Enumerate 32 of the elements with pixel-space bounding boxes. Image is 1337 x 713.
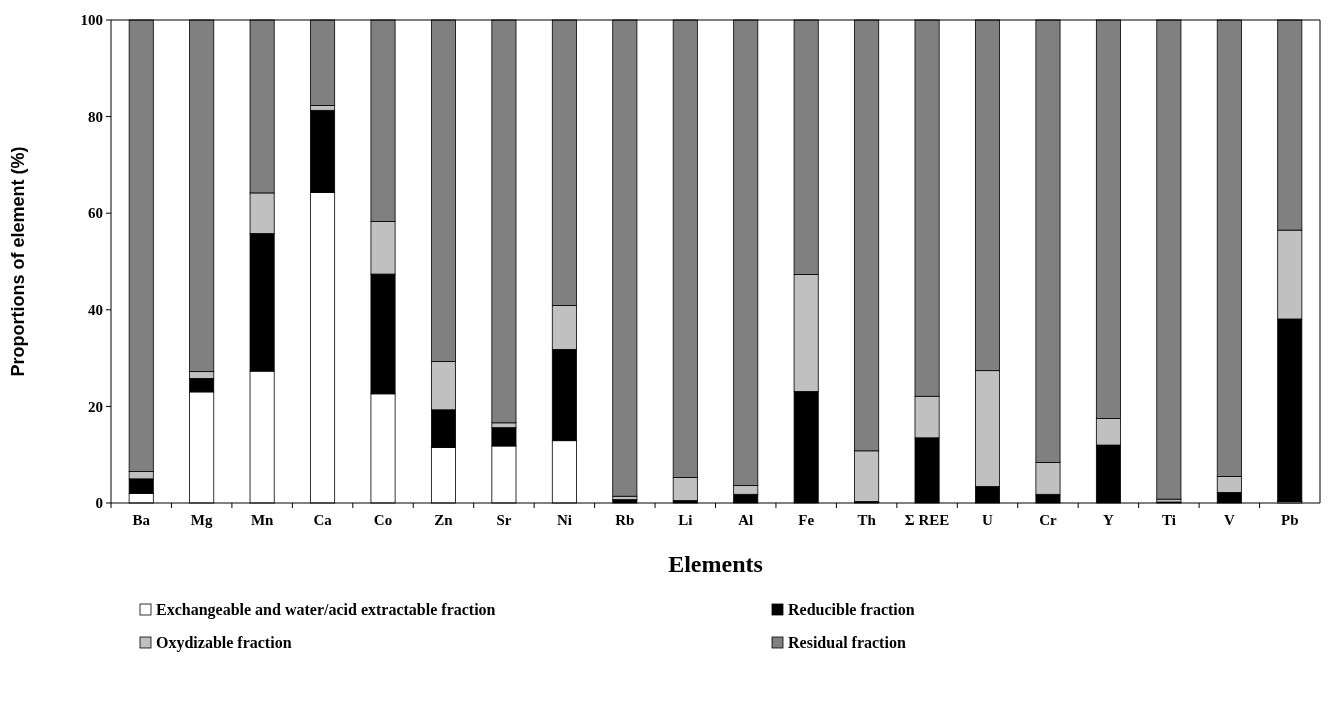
legend-label: Exchangeable and water/acid extractable fraction [156,601,496,619]
y-tick-label: 80 [88,108,103,125]
x-tick-label: Sr [496,512,512,528]
y-tick-label: 100 [80,12,103,29]
x-tick-label: Th [857,512,877,528]
x-tick-label: Li [678,512,693,528]
x-tick-label: U [982,512,994,528]
x-axis-title: Elements [668,551,763,577]
y-tick-label: 20 [88,398,103,415]
y-axis-title: Proportions of element (%) [8,146,28,377]
x-tick-label: V [1223,512,1235,528]
x-tick-label: Ni [556,512,572,528]
x-tick-label: Pb [1281,512,1299,528]
x-tick-label: Ba [132,512,151,528]
x-tick-label: Ca [313,512,333,528]
x-tick-label: Co [373,512,393,528]
x-tick-label: Mn [250,512,275,528]
x-tick-label: Y [1103,512,1114,528]
legend-label: Reducible fraction [788,601,915,618]
y-tick-label: 60 [88,205,103,222]
x-tick-label: Al [738,512,754,528]
y-tick-label: 0 [95,495,103,512]
x-tick-label: Σ REE [904,512,950,528]
legend-label: Oxydizable fraction [156,634,292,652]
x-tick-label: Cr [1039,512,1058,528]
y-tick-label: 40 [88,302,103,319]
x-tick-label: Fe [798,512,815,528]
x-tick-label: Rb [615,512,635,528]
x-tick-label: Ti [1161,512,1176,528]
x-tick-label: Zn [434,512,454,528]
x-tick-label: Mg [190,512,213,528]
legend-label: Residual fraction [788,634,906,651]
